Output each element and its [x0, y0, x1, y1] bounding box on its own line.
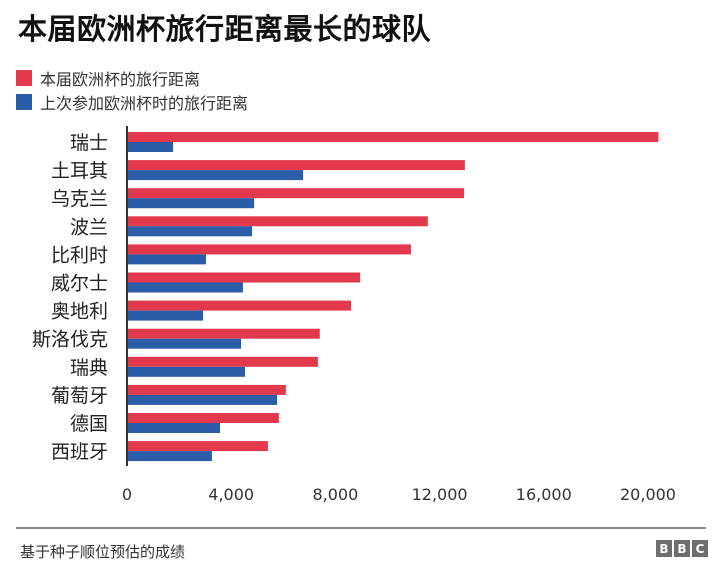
category-label: 威尔士	[51, 273, 108, 295]
source-note: 基于种子顺位预估的成绩	[20, 543, 186, 561]
category-label: 瑞士	[70, 132, 108, 154]
category-label: 奥地利	[51, 301, 108, 323]
bar-current	[127, 272, 361, 283]
bar-previous	[127, 310, 204, 321]
category-label: 葡萄牙	[51, 385, 108, 407]
x-tick-label: 20,000	[620, 485, 676, 504]
category-label: 瑞典	[70, 357, 108, 379]
bar-current	[127, 160, 465, 171]
bar-previous	[127, 338, 242, 349]
bar-previous	[127, 366, 246, 377]
category-label: 西班牙	[51, 441, 108, 463]
legend: 本届欧洲杯的旅行距离 上次参加欧洲杯时的旅行距离	[16, 66, 248, 114]
legend-item-current: 本届欧洲杯的旅行距离	[16, 66, 248, 90]
bar-previous	[127, 142, 174, 152]
bar-current	[127, 441, 268, 452]
category-label: 德国	[70, 413, 108, 435]
bar-previous	[127, 226, 253, 237]
bar-previous	[127, 254, 206, 265]
x-tick-label: 16,000	[516, 485, 572, 504]
category-label: 乌克兰	[51, 188, 108, 210]
bar-current	[127, 216, 428, 227]
bar-current	[127, 384, 286, 395]
legend-swatch-previous	[16, 94, 32, 110]
x-tick-label: 12,000	[412, 485, 468, 504]
bar-previous	[127, 170, 304, 181]
bar-current	[127, 132, 659, 142]
category-label: 土耳其	[51, 160, 108, 182]
x-tick-label: 4,000	[208, 485, 254, 504]
bar-current	[127, 244, 411, 255]
bbc-logo-letter: B	[674, 540, 690, 557]
bar-previous	[127, 451, 212, 462]
bar-current	[127, 356, 318, 367]
bar-current	[127, 413, 279, 423]
bar-previous	[127, 282, 243, 293]
bbc-logo: B B C	[656, 540, 708, 557]
legend-label-current: 本届欧洲杯的旅行距离	[40, 70, 201, 89]
category-label: 斯洛伐克	[32, 329, 108, 351]
legend-swatch-current	[16, 70, 32, 86]
x-tick-label: 0	[122, 485, 132, 504]
x-tick-label: 8,000	[312, 485, 358, 504]
category-label: 比利时	[51, 244, 108, 266]
chart-title: 本届欧洲杯旅行距离最长的球队	[18, 12, 432, 46]
category-label: 波兰	[70, 216, 108, 238]
footer-divider	[16, 527, 706, 529]
bbc-logo-letter: C	[692, 540, 708, 557]
legend-item-previous: 上次参加欧洲杯时的旅行距离	[16, 90, 248, 114]
bar-previous	[127, 394, 278, 405]
bbc-logo-letter: B	[656, 540, 672, 557]
bar-previous	[127, 423, 220, 433]
bar-current	[127, 188, 465, 199]
legend-label-previous: 上次参加欧洲杯时的旅行距离	[40, 94, 249, 113]
bar-current	[127, 328, 320, 339]
bar-previous	[127, 198, 255, 209]
bar-current	[127, 300, 352, 311]
